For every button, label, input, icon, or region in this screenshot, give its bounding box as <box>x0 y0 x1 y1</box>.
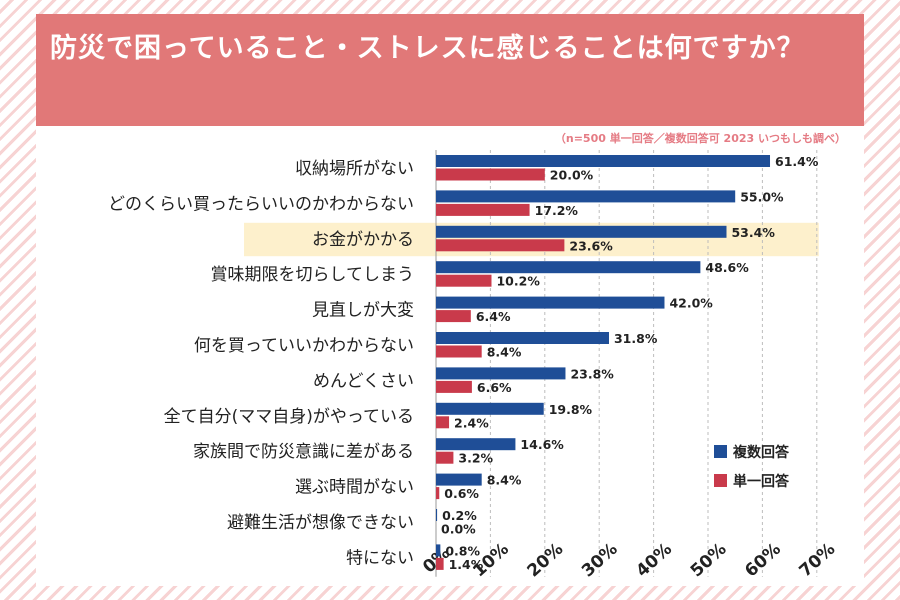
legend-label: 複数回答 <box>732 444 790 461</box>
category-label: 賞味期限を切らしてしまう <box>211 265 415 285</box>
data-label: 1.4% <box>449 557 484 572</box>
category-label: どのくらい買ったらいいのかわからない <box>108 194 414 214</box>
data-label: 3.2% <box>458 451 493 466</box>
x-tick-label: 60% <box>741 539 785 581</box>
category-label: めんどくさい <box>313 371 414 391</box>
chart-card: 防災で困っていること・ストレスに感じることは何ですか？ （n=500 単一回答／… <box>36 14 864 586</box>
data-label: 8.4% <box>487 473 522 488</box>
data-label: 17.2% <box>535 203 579 218</box>
data-label: 0.6% <box>444 486 479 501</box>
data-bar <box>436 296 665 309</box>
data-label: 0.0% <box>441 522 476 537</box>
data-bar <box>436 380 472 393</box>
data-label: 55.0% <box>740 189 784 204</box>
survey-note: （n=500 単一回答／複数回答可 2023 いつもしも調べ） <box>554 132 846 145</box>
data-label: 48.6% <box>705 260 749 275</box>
data-bar <box>436 203 530 216</box>
data-bar <box>436 168 545 181</box>
data-bar <box>436 367 566 380</box>
data-bar <box>436 402 544 415</box>
data-bar <box>436 239 565 252</box>
x-tick-label: 40% <box>632 539 676 581</box>
title-banner: 防災で困っていること・ストレスに感じることは何ですか？ <box>36 14 864 126</box>
data-label: 53.4% <box>731 225 775 240</box>
data-label: 0.8% <box>445 543 480 558</box>
data-label: 2.4% <box>454 415 489 430</box>
data-label: 8.4% <box>487 345 522 360</box>
data-label: 23.8% <box>570 366 614 381</box>
data-bar <box>436 544 441 557</box>
data-label: 19.8% <box>549 402 593 417</box>
data-bar <box>436 473 482 486</box>
x-tick-label: 20% <box>524 539 568 581</box>
data-label: 0.2% <box>442 508 477 523</box>
category-label: 選ぶ時間がない <box>295 478 414 498</box>
data-label: 6.6% <box>477 380 512 395</box>
category-label: 特にない <box>346 548 414 568</box>
x-tick-label: 70% <box>796 539 840 581</box>
category-label: 避難生活が想像できない <box>227 513 414 533</box>
category-label: 収納場所がない <box>295 159 414 179</box>
data-label: 14.6% <box>520 437 564 452</box>
data-label: 31.8% <box>614 331 658 346</box>
data-bar <box>436 487 440 500</box>
data-bar <box>436 225 727 238</box>
data-label: 10.2% <box>496 274 540 289</box>
data-bar <box>436 261 701 274</box>
data-bar <box>436 190 736 203</box>
category-label: 全て自分(ママ自身)がやっている <box>164 407 414 427</box>
data-label: 20.0% <box>550 168 594 183</box>
category-label: お金がかかる <box>312 230 414 250</box>
data-bar <box>436 557 444 570</box>
category-label: 何を買っていいかわからない <box>194 336 414 356</box>
x-tick-label: 30% <box>578 539 622 581</box>
data-bar <box>436 438 516 451</box>
legend-swatch <box>714 445 727 458</box>
legend-label: 単一回答 <box>733 473 790 490</box>
x-tick-label: 50% <box>687 539 731 581</box>
data-label: 6.4% <box>476 309 511 324</box>
data-bar <box>436 310 471 323</box>
data-bar <box>436 345 482 358</box>
data-bar <box>436 509 438 521</box>
data-bar <box>436 155 771 167</box>
data-bar <box>436 274 492 287</box>
category-label: 見直しが大変 <box>312 301 414 321</box>
chart-title: 防災で困っていること・ストレスに感じることは何ですか？ <box>50 33 805 64</box>
data-bar <box>436 416 450 429</box>
data-bar <box>436 332 609 344</box>
legend-swatch <box>714 474 727 487</box>
data-label: 42.0% <box>669 296 713 311</box>
data-label: 61.4% <box>775 154 819 169</box>
data-label: 23.6% <box>569 238 613 253</box>
category-label: 家族間で防災意識に差がある <box>193 442 414 462</box>
data-bar <box>436 451 454 464</box>
